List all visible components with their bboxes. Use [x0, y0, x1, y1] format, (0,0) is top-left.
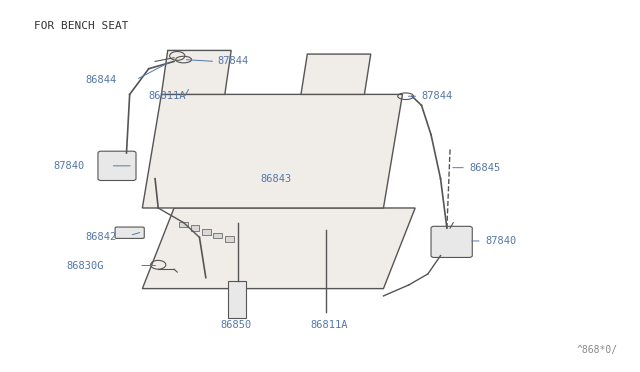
- Polygon shape: [142, 94, 403, 208]
- Bar: [191, 225, 200, 231]
- FancyBboxPatch shape: [98, 151, 136, 180]
- FancyBboxPatch shape: [115, 227, 144, 238]
- Text: 86844: 86844: [85, 75, 116, 85]
- Text: 86845: 86845: [469, 163, 500, 173]
- Polygon shape: [142, 208, 415, 289]
- Bar: [179, 222, 188, 227]
- Text: 87844: 87844: [217, 57, 248, 67]
- Text: 87844: 87844: [422, 91, 452, 101]
- Polygon shape: [301, 54, 371, 94]
- Polygon shape: [161, 51, 231, 94]
- Text: ^868*0/: ^868*0/: [577, 344, 618, 355]
- Text: 86850: 86850: [221, 320, 252, 330]
- Bar: [202, 229, 211, 235]
- Bar: [213, 232, 222, 238]
- Text: FOR BENCH SEAT: FOR BENCH SEAT: [35, 21, 129, 31]
- Text: 86842: 86842: [85, 232, 116, 242]
- Text: 86830G: 86830G: [66, 260, 104, 270]
- Text: 87840: 87840: [54, 161, 84, 171]
- Text: 87840: 87840: [485, 236, 516, 246]
- FancyBboxPatch shape: [431, 226, 472, 257]
- Bar: [228, 281, 246, 318]
- Text: 86811A: 86811A: [311, 320, 348, 330]
- Text: 86811A: 86811A: [148, 91, 186, 101]
- Bar: [225, 236, 234, 242]
- Text: 86843: 86843: [260, 174, 291, 184]
